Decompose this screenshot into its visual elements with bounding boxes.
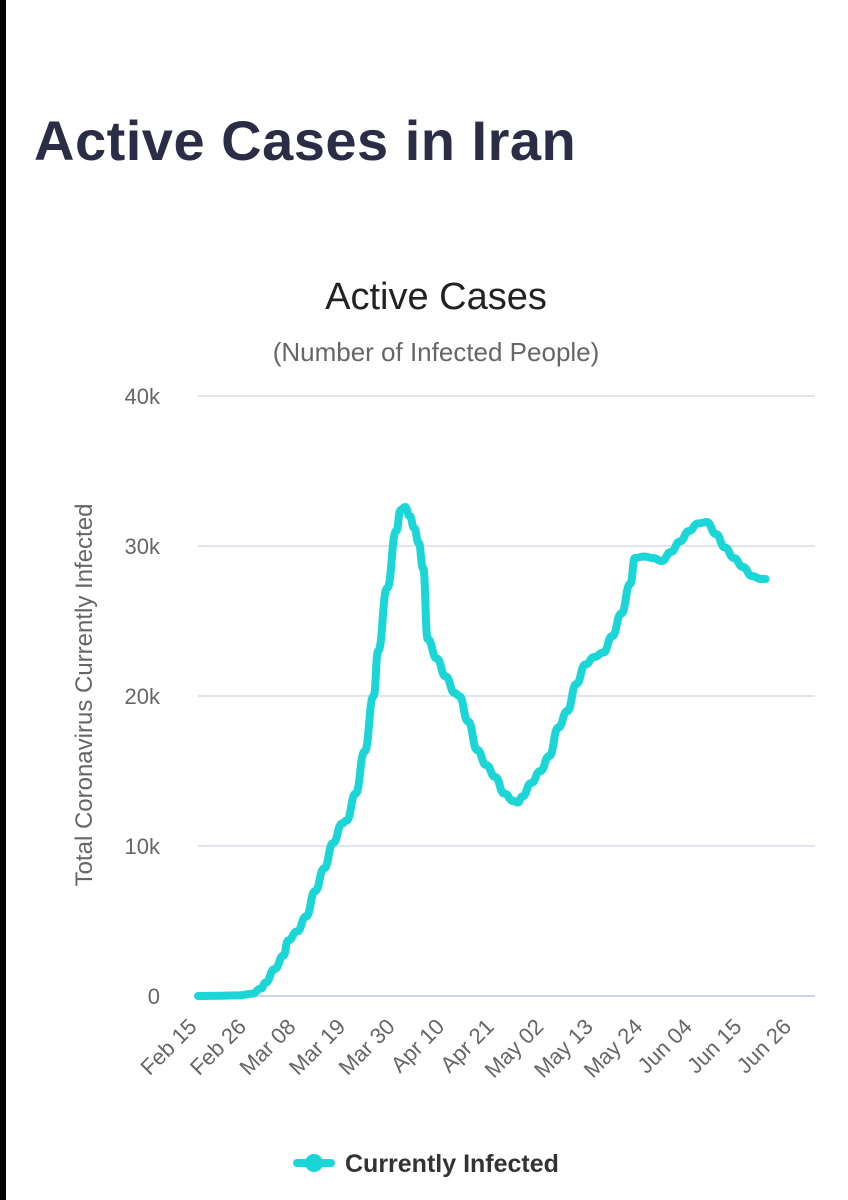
legend-label[interactable]: Currently Infected [345, 1150, 559, 1178]
page-title: Active Cases in Iran [34, 109, 577, 172]
y-tick-label: 0 [148, 984, 160, 1009]
legend[interactable]: Currently Infected [293, 1150, 559, 1178]
y-tick-label: 30k [125, 534, 161, 559]
chart-subtitle: (Number of Infected People) [273, 337, 600, 367]
y-tick-label: 40k [125, 384, 161, 409]
x-tick-label: Jun 04 [633, 1014, 697, 1078]
grid-lines [198, 395, 815, 997]
left-border [0, 0, 6, 1200]
y-axis-label: Total Coronavirus Currently Infected [71, 504, 98, 887]
series-line-currently-infected[interactable] [194, 503, 770, 1000]
x-tick-label: Apr 10 [386, 1014, 450, 1078]
y-axis-ticks: 0 10k 20k 30k 40k [125, 384, 161, 1009]
x-tick-label: Jun 26 [732, 1014, 796, 1078]
chart-title: Active Cases [325, 276, 547, 318]
x-tick-label: Jun 15 [682, 1014, 746, 1078]
legend-marker-swatch[interactable] [305, 1154, 323, 1172]
y-tick-label: 10k [125, 834, 161, 859]
x-tick-label: Mar 30 [334, 1014, 400, 1080]
series-layer [194, 503, 770, 1000]
y-tick-label: 20k [125, 684, 161, 709]
